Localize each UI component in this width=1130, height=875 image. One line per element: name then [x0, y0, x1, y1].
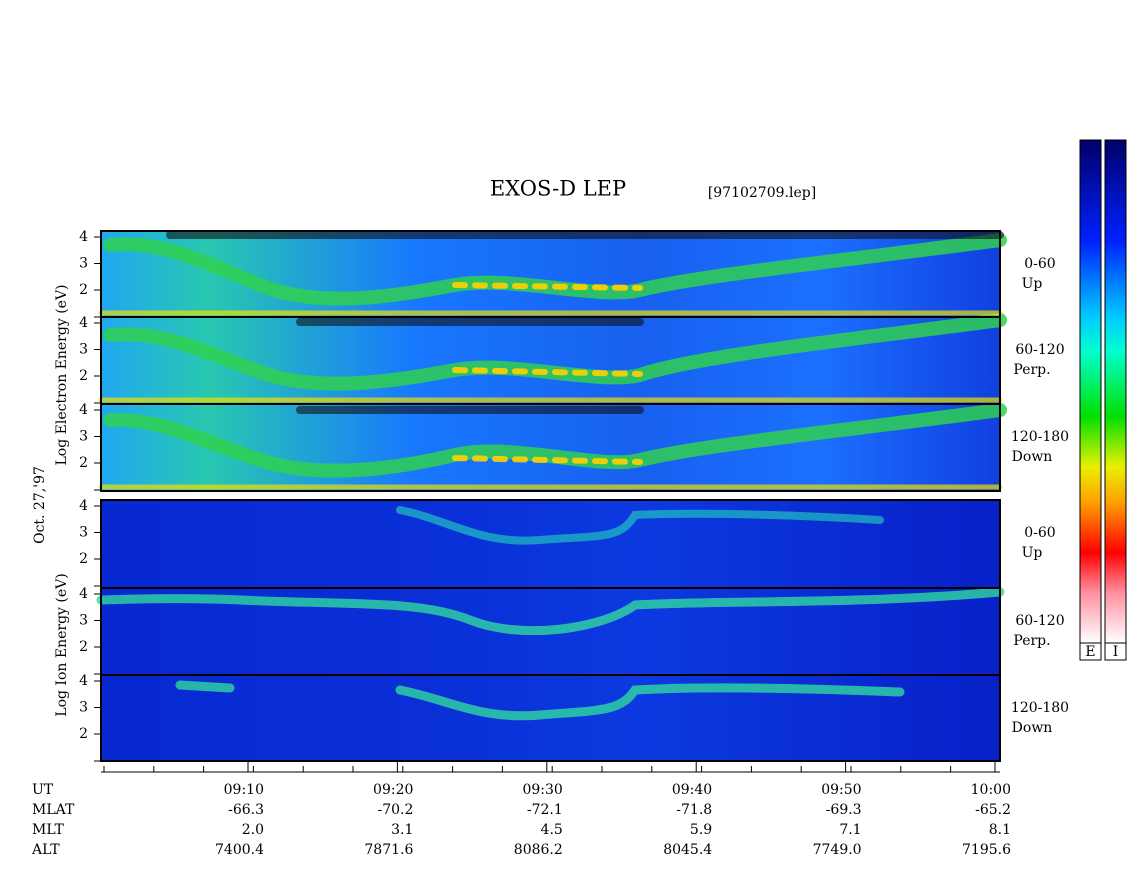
- cell: 4.5: [541, 822, 563, 838]
- colorbar-label: E: [1085, 644, 1095, 660]
- y-tick-label: 2: [79, 639, 88, 655]
- title: EXOS-D LEP: [490, 177, 626, 201]
- y-tick-label: 4: [79, 498, 88, 514]
- y-tick-label: 4: [79, 402, 88, 418]
- y-tick-label: 4: [79, 229, 88, 245]
- cell: -70.2: [377, 802, 413, 818]
- cell: -69.3: [826, 802, 862, 818]
- panel-frames: [100, 230, 1001, 762]
- cell: 7.1: [839, 822, 861, 838]
- y-tick-label: 3: [79, 256, 88, 272]
- cell: 3.1: [391, 822, 413, 838]
- y-tick-label: 3: [79, 700, 88, 716]
- cell: -71.8: [676, 802, 712, 818]
- cell: 7400.4: [215, 842, 264, 858]
- colorbar-box: [1104, 642, 1127, 661]
- pitch-label: 0-60: [1024, 256, 1055, 272]
- y-tick-label: 2: [79, 368, 88, 384]
- pitch-label: 0-60: [1024, 525, 1055, 541]
- cell: 09:20: [373, 782, 413, 798]
- pitch-label: 60-120: [1015, 342, 1064, 358]
- electron-axis-label: Log Electron Energy (eV): [54, 284, 70, 465]
- direction-label: Down: [1012, 720, 1053, 736]
- pitch-label: 120-180: [1011, 429, 1069, 445]
- y-tick-label: 2: [79, 282, 88, 298]
- colorbar-electron: [1079, 139, 1102, 644]
- cell: -65.2: [975, 802, 1011, 818]
- cell: 7871.6: [364, 842, 413, 858]
- electron-bands: [98, 231, 1007, 490]
- direction-label: Perp.: [1013, 633, 1050, 649]
- y-tick-label: 3: [79, 342, 88, 358]
- y-tick-label: 3: [79, 525, 88, 541]
- direction-label: Up: [1022, 545, 1043, 561]
- file-name: [97102709.lep]: [708, 185, 816, 201]
- pitch-label: 60-120: [1015, 613, 1064, 629]
- spectrograms: [96, 230, 1007, 762]
- cell: 8086.2: [514, 842, 563, 858]
- ion-bands: [96, 506, 1005, 721]
- y-tick-label: 3: [79, 429, 88, 445]
- row-label: ALT: [31, 842, 60, 858]
- cell: 09:50: [821, 782, 861, 798]
- pitch-label: 120-180: [1011, 700, 1069, 716]
- cell: 8.1: [989, 822, 1011, 838]
- cell: 09:30: [522, 782, 562, 798]
- colorbar-label: I: [1113, 644, 1119, 660]
- y-tick-label: 2: [79, 726, 88, 742]
- cell: -66.3: [228, 802, 264, 818]
- cell: 09:10: [224, 782, 264, 798]
- y-tick-label: 4: [79, 315, 88, 331]
- cell: 2.0: [242, 822, 264, 838]
- cell: 8045.4: [663, 842, 712, 858]
- colorbar-box: [1079, 642, 1102, 661]
- cell: 5.9: [690, 822, 712, 838]
- date-label: Oct. 27,'97: [32, 466, 48, 544]
- y-tick-label: 4: [79, 586, 88, 602]
- y-tick-label: 4: [79, 673, 88, 689]
- y-tick-label: 2: [79, 455, 88, 471]
- y-tick-label: 2: [79, 551, 88, 567]
- row-label: MLT: [32, 822, 64, 838]
- colorbar-ion: [1104, 139, 1127, 644]
- cell: 7195.6: [962, 842, 1011, 858]
- direction-label: Up: [1022, 276, 1043, 292]
- y-tick-label: 3: [79, 613, 88, 629]
- cell: 09:40: [672, 782, 712, 798]
- row-label: UT: [32, 782, 54, 798]
- direction-label: Down: [1012, 449, 1053, 465]
- row-label: MLAT: [32, 802, 75, 818]
- ion-axis-label: Log Ion Energy (eV): [54, 573, 70, 716]
- cell: 7749.0: [813, 842, 862, 858]
- direction-label: Perp.: [1013, 362, 1050, 378]
- cell: 10:00: [971, 782, 1011, 798]
- cell: -72.1: [527, 802, 563, 818]
